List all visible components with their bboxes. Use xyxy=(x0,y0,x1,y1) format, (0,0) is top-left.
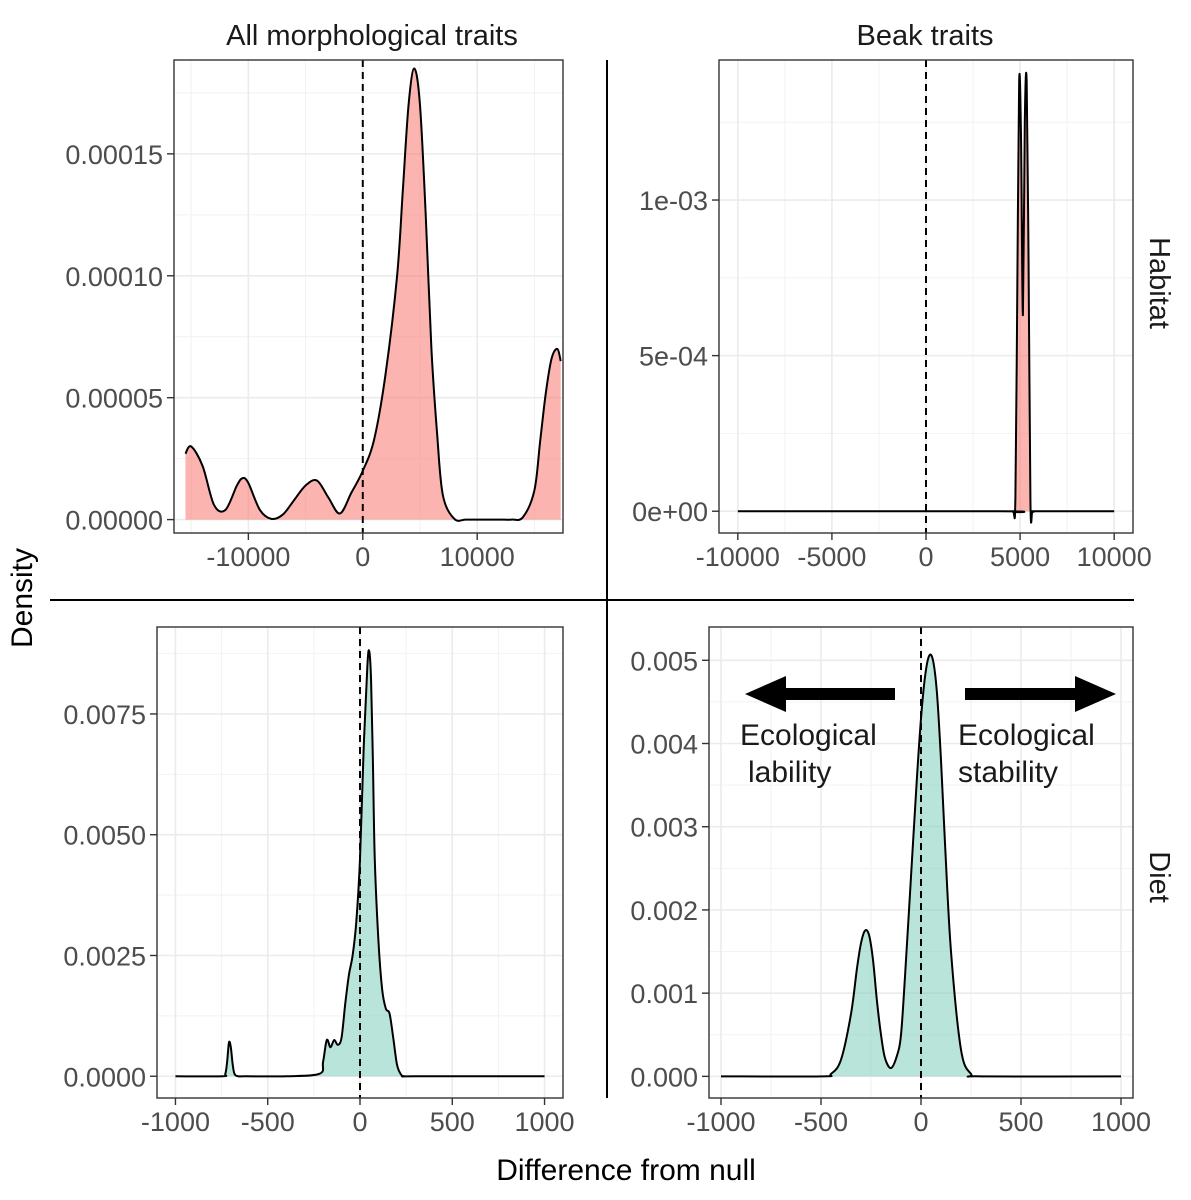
density-line xyxy=(720,653,1122,1078)
x-tick-label: 0 xyxy=(352,1107,367,1137)
x-tick-label: 500 xyxy=(998,1107,1043,1137)
y-tick-label: 0.0050 xyxy=(63,821,146,851)
x-tick-label: 10000 xyxy=(1077,542,1152,572)
y-tick-label: 0.00015 xyxy=(65,140,163,170)
panel-diet-all: -1000 -500 0 500 1000 0.0000 0.0025 0.0050 0.007… xyxy=(63,626,575,1137)
row-strip-habitat: Habitat xyxy=(1143,237,1175,329)
row-strip-diet: Diet xyxy=(1143,851,1175,903)
lability-arrow xyxy=(745,676,895,712)
panel-habitat-all: -10000 0 10000 0.00000 0.00005 0.00010 0.00015 xyxy=(65,59,564,572)
y-tick-label: 0.001 xyxy=(630,979,698,1009)
density-line xyxy=(175,649,545,1078)
y-axis-title: Density xyxy=(6,548,39,648)
stability-arrow xyxy=(965,676,1116,712)
density-area xyxy=(721,654,1121,1077)
x-tick-label: 0 xyxy=(355,542,370,572)
y-tick-label: 0.0075 xyxy=(63,700,146,730)
density-area xyxy=(737,72,1115,523)
density-line xyxy=(184,67,562,522)
stability-label-line2: stability xyxy=(958,756,1058,789)
y-tick-label: 1e-03 xyxy=(639,186,708,216)
x-tick-label: 5000 xyxy=(990,542,1050,572)
y-tick-label: 0e+00 xyxy=(632,497,708,527)
stability-label-line1: Ecological xyxy=(958,719,1095,752)
x-tick-label: 1000 xyxy=(515,1107,575,1137)
density-line xyxy=(737,71,1115,524)
y-tick-label: 0.0025 xyxy=(63,941,146,971)
x-tick-label: 0 xyxy=(913,1107,928,1137)
y-tick-label: 0.00010 xyxy=(65,262,163,292)
x-tick-label: -500 xyxy=(794,1107,848,1137)
x-tick-label: 10000 xyxy=(440,542,515,572)
y-tick-label: 5e-04 xyxy=(639,342,708,372)
lability-label-line1: Ecological xyxy=(740,719,877,752)
y-tick-label: 0.00005 xyxy=(65,384,163,414)
y-tick-label: 0.003 xyxy=(630,813,698,843)
x-tick-label: 1000 xyxy=(1091,1107,1151,1137)
y-tick-label: 0.005 xyxy=(630,646,698,676)
column-strip-beak-traits: Beak traits xyxy=(857,20,994,52)
x-tick-label: -5000 xyxy=(797,542,866,572)
x-tick-label: -1000 xyxy=(686,1107,755,1137)
x-tick-label: -10000 xyxy=(696,542,780,572)
panel-background xyxy=(174,60,563,533)
y-tick-label: 0.000 xyxy=(630,1062,698,1092)
lability-label-line2: lability xyxy=(748,756,831,789)
panels: -10000 0 100000.000000.000050.000100.00015… xyxy=(63,59,1152,1137)
column-strip-all-traits: All morphological traits xyxy=(226,20,518,52)
x-tick-label: 0 xyxy=(918,542,933,572)
y-tick-label: 0.00000 xyxy=(65,506,163,536)
x-tick-label: 500 xyxy=(430,1107,475,1137)
y-tick-label: 0.002 xyxy=(630,896,698,926)
x-axis-title: Difference from null xyxy=(496,1154,756,1187)
panel-border xyxy=(173,59,564,534)
x-tick-label: -500 xyxy=(241,1107,295,1137)
panel-habitat-beak: -10000 -5000 0 5000 10000 0e+00 5e-04 1e-03 xyxy=(632,59,1152,572)
panel-diet-beak: -1000 -500 0 500 1000 0.000 0.001 0.002 0.003 0.0… xyxy=(630,626,1151,1137)
y-tick-label: 0.004 xyxy=(630,730,698,760)
y-tick-label: 0.0000 xyxy=(63,1062,146,1092)
x-tick-label: -1000 xyxy=(141,1107,210,1137)
x-tick-label: -10000 xyxy=(206,542,290,572)
